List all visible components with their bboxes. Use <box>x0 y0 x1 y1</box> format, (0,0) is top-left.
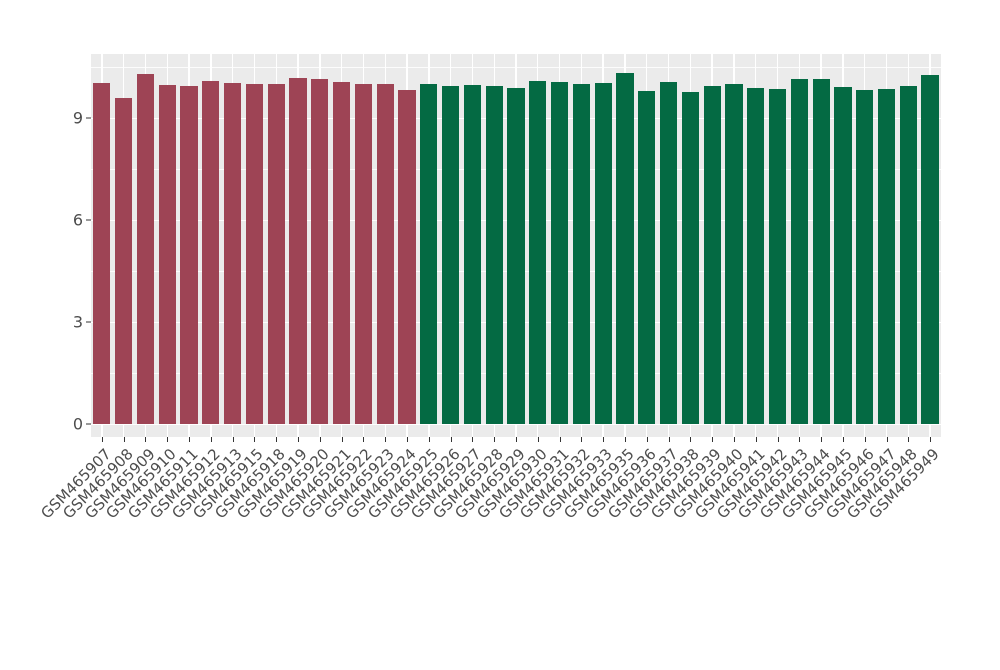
x-tick-mark <box>712 437 714 442</box>
x-tick-mark <box>428 437 430 442</box>
bar[interactable] <box>311 78 329 424</box>
bar[interactable] <box>681 92 699 424</box>
bar[interactable] <box>115 97 133 424</box>
bar[interactable] <box>93 82 111 424</box>
x-tick-mark <box>603 437 605 442</box>
bar[interactable] <box>202 80 220 424</box>
x-tick-mark <box>842 437 844 442</box>
x-tick-mark <box>145 437 147 442</box>
x-tick-mark <box>777 437 779 442</box>
bar[interactable] <box>529 80 547 424</box>
bar[interactable] <box>877 89 896 424</box>
x-tick-mark <box>886 437 888 442</box>
x-tick-mark <box>494 437 496 442</box>
y-tick-mark <box>86 117 91 119</box>
x-tick-mark <box>537 437 539 442</box>
y-tick-label: 3 <box>72 312 83 332</box>
x-tick-mark <box>276 437 278 442</box>
x-tick-mark <box>101 437 103 442</box>
bar[interactable] <box>289 77 307 424</box>
x-tick-mark <box>516 437 517 442</box>
x-tick-mark <box>189 437 191 442</box>
bar[interactable] <box>550 81 569 424</box>
bar[interactable] <box>420 84 438 424</box>
plot-panel <box>91 54 941 437</box>
x-tick-mark <box>472 437 474 442</box>
bar[interactable] <box>245 84 264 424</box>
x-tick-mark <box>755 437 757 442</box>
x-tick-mark <box>930 437 932 442</box>
x-tick-mark <box>341 437 343 442</box>
bar[interactable] <box>224 82 242 424</box>
bar[interactable] <box>376 84 394 424</box>
x-tick-mark <box>385 437 387 442</box>
bar[interactable] <box>834 87 852 424</box>
bar[interactable] <box>354 84 373 424</box>
x-tick-mark <box>799 437 801 442</box>
bar[interactable] <box>442 86 460 424</box>
x-tick-mark <box>733 437 735 442</box>
x-tick-mark <box>167 437 169 442</box>
bar[interactable] <box>725 84 743 424</box>
bar[interactable] <box>594 82 612 424</box>
x-tick-mark <box>407 437 409 442</box>
bar[interactable] <box>398 90 416 424</box>
x-axis-ticks <box>91 437 941 443</box>
y-tick-label: 6 <box>72 210 83 230</box>
bar[interactable] <box>463 85 481 424</box>
x-tick-mark <box>821 437 823 442</box>
bar[interactable] <box>572 84 590 424</box>
bar[interactable] <box>267 84 285 424</box>
bar[interactable] <box>703 86 721 424</box>
x-tick-mark <box>363 437 365 442</box>
bar[interactable] <box>899 86 917 424</box>
x-tick-mark <box>450 437 452 442</box>
bar[interactable] <box>856 90 874 424</box>
bar[interactable] <box>768 89 787 424</box>
y-tick-label: 9 <box>72 108 83 128</box>
y-tick-mark <box>86 423 91 425</box>
x-axis-labels: GSM465907 GSM465908 GSM465909 GSM465910 GSM4… <box>37 443 943 580</box>
bar[interactable] <box>616 73 634 424</box>
x-tick-mark <box>298 437 300 442</box>
bar[interactable] <box>158 85 176 424</box>
x-tick-mark <box>559 437 561 442</box>
x-tick-mark <box>908 437 910 442</box>
bar[interactable] <box>333 81 351 424</box>
bar[interactable] <box>790 78 808 424</box>
x-tick-mark <box>646 437 648 442</box>
bar[interactable] <box>921 75 939 424</box>
y-tick-mark <box>86 321 91 323</box>
x-tick-mark <box>123 437 125 442</box>
bar[interactable] <box>659 81 678 424</box>
x-tick-mark <box>254 437 256 442</box>
x-tick-mark <box>232 437 234 442</box>
x-tick-mark <box>624 437 626 442</box>
bar[interactable] <box>747 88 765 424</box>
y-tick-label: 0 <box>72 414 83 434</box>
y-axis: 0 3 6 9 <box>0 0 91 580</box>
bar[interactable] <box>507 88 525 424</box>
bar[interactable] <box>638 91 656 424</box>
y-tick-mark <box>86 219 91 221</box>
x-tick-mark <box>210 437 212 442</box>
bar[interactable] <box>180 86 198 424</box>
bar[interactable] <box>136 74 155 424</box>
x-tick-mark <box>668 437 670 442</box>
x-tick-mark <box>690 437 692 442</box>
bar[interactable] <box>812 78 830 424</box>
bar[interactable] <box>485 86 503 424</box>
x-tick-mark <box>581 437 583 442</box>
x-tick-mark <box>319 437 321 442</box>
x-tick-mark <box>864 437 866 442</box>
